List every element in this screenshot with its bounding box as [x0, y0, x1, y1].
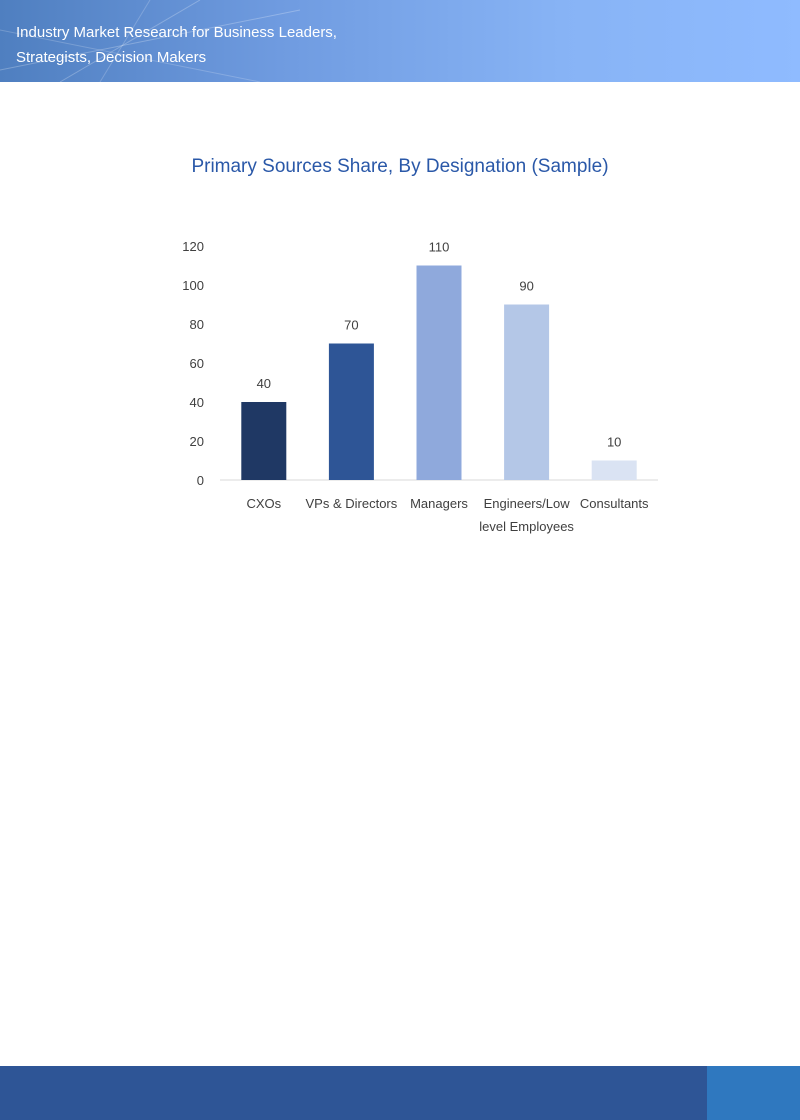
- y-tick-label: 60: [190, 356, 204, 371]
- bar: [241, 402, 287, 480]
- y-tick-label: 40: [190, 395, 204, 410]
- data-label: 40: [257, 376, 271, 391]
- x-tick-label: level Employees: [479, 519, 574, 534]
- data-label: 110: [429, 240, 450, 255]
- y-tick-label: 100: [182, 278, 204, 293]
- x-tick-label: VPs & Directors: [306, 496, 398, 511]
- x-tick-label: Consultants: [580, 496, 649, 511]
- page-footer: [0, 1066, 800, 1120]
- header-title: Industry Market Research for Business Le…: [16, 20, 436, 70]
- bar-chart: 0 20 40 60 80 100 120 40 CXOs 70 VPs & Directors 11…: [182, 239, 658, 534]
- page-header: Industry Market Research for Business Le…: [0, 0, 800, 82]
- x-tick-label: CXOs: [246, 496, 281, 511]
- y-tick-label: 80: [190, 317, 204, 332]
- chart-title: Primary Sources Share, By Designation (S…: [191, 156, 609, 177]
- y-tick-label: 0: [197, 473, 204, 488]
- footer-block: [707, 1066, 800, 1120]
- data-label: 90: [519, 279, 533, 294]
- bar: [591, 460, 637, 480]
- x-tick-label: Engineers/Low: [484, 496, 571, 511]
- y-tick-label: 120: [182, 239, 204, 254]
- y-tick-label: 20: [190, 434, 204, 449]
- x-tick-label: Managers: [410, 496, 468, 511]
- data-label: 10: [607, 435, 621, 450]
- bar: [328, 343, 374, 480]
- header-decoration: [0, 0, 301, 82]
- bar: [504, 304, 550, 480]
- bar: [416, 265, 462, 480]
- data-label: 70: [344, 318, 358, 333]
- header-title-line-1: Industry Market Research for Business Le…: [16, 24, 337, 41]
- header-title-line-2: Strategists, Decision Makers: [16, 49, 207, 66]
